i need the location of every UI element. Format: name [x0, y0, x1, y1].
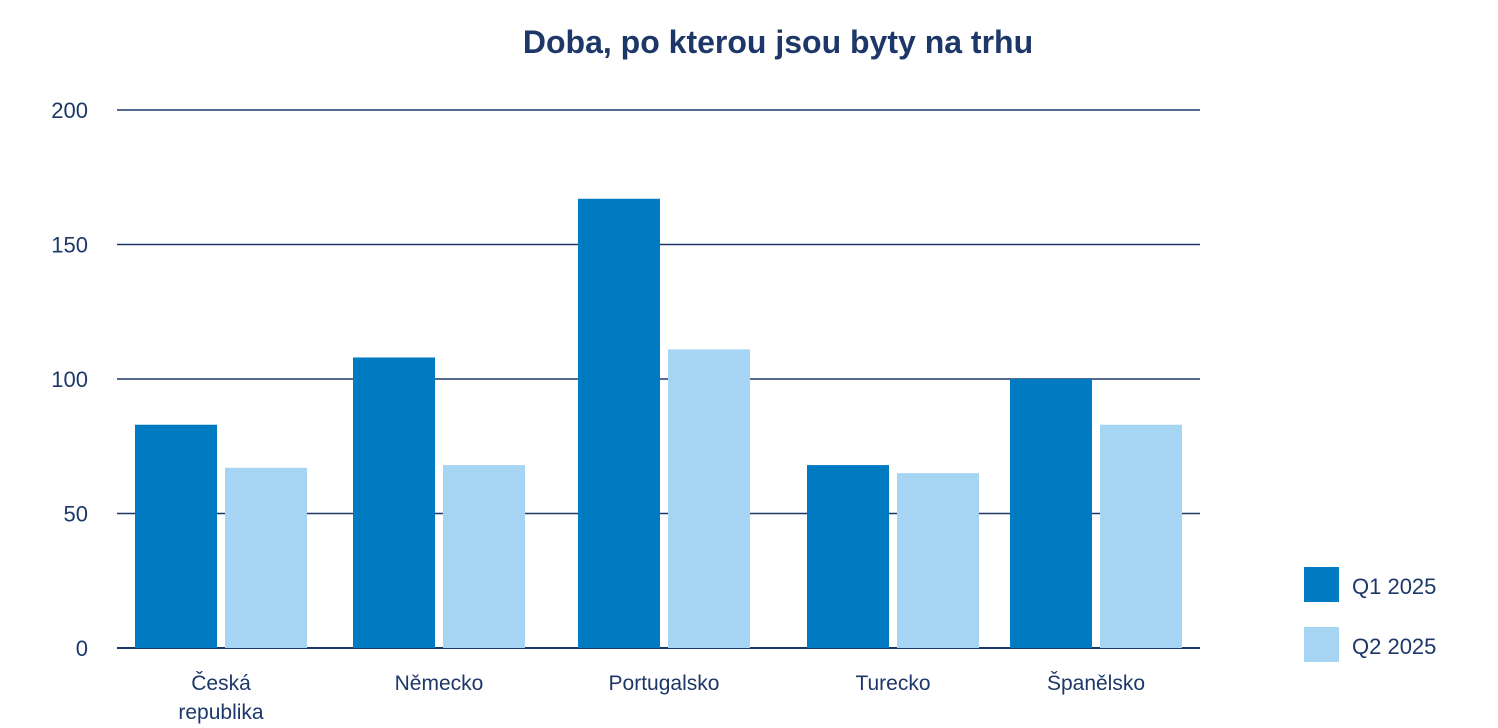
y-tick-label: 50: [64, 502, 88, 527]
y-tick-label: 200: [51, 98, 88, 123]
bar-q2-2025: [897, 473, 979, 648]
x-tick-label: Německo: [395, 672, 484, 695]
bar-q2-2025: [668, 349, 750, 648]
y-tick-label: 150: [51, 233, 88, 258]
chart-title: Doba, po kterou jsou byty na trhu: [523, 24, 1033, 60]
bar-q2-2025: [443, 465, 525, 648]
bar-q1-2025: [135, 424, 217, 648]
legend-label: Q2 2025: [1352, 634, 1436, 659]
bar-q1-2025: [353, 357, 435, 648]
y-tick-label: 0: [76, 636, 88, 661]
bar-q1-2025: [578, 198, 660, 648]
bar-q1-2025: [1010, 379, 1092, 648]
x-tick-label: Turecko: [855, 672, 930, 695]
bar-q1-2025: [807, 465, 889, 648]
x-tick-label: Portugalsko: [609, 672, 720, 695]
legend-swatch: [1304, 627, 1339, 662]
legend-swatch: [1304, 567, 1339, 602]
x-tick-label: republika: [178, 701, 264, 724]
bar-q2-2025: [1100, 424, 1182, 648]
x-tick-label: Česká: [191, 672, 251, 695]
legend-label: Q1 2025: [1352, 574, 1436, 599]
y-tick-label: 100: [51, 367, 88, 392]
bar-q2-2025: [225, 467, 307, 648]
x-tick-label: Španělsko: [1047, 672, 1145, 695]
